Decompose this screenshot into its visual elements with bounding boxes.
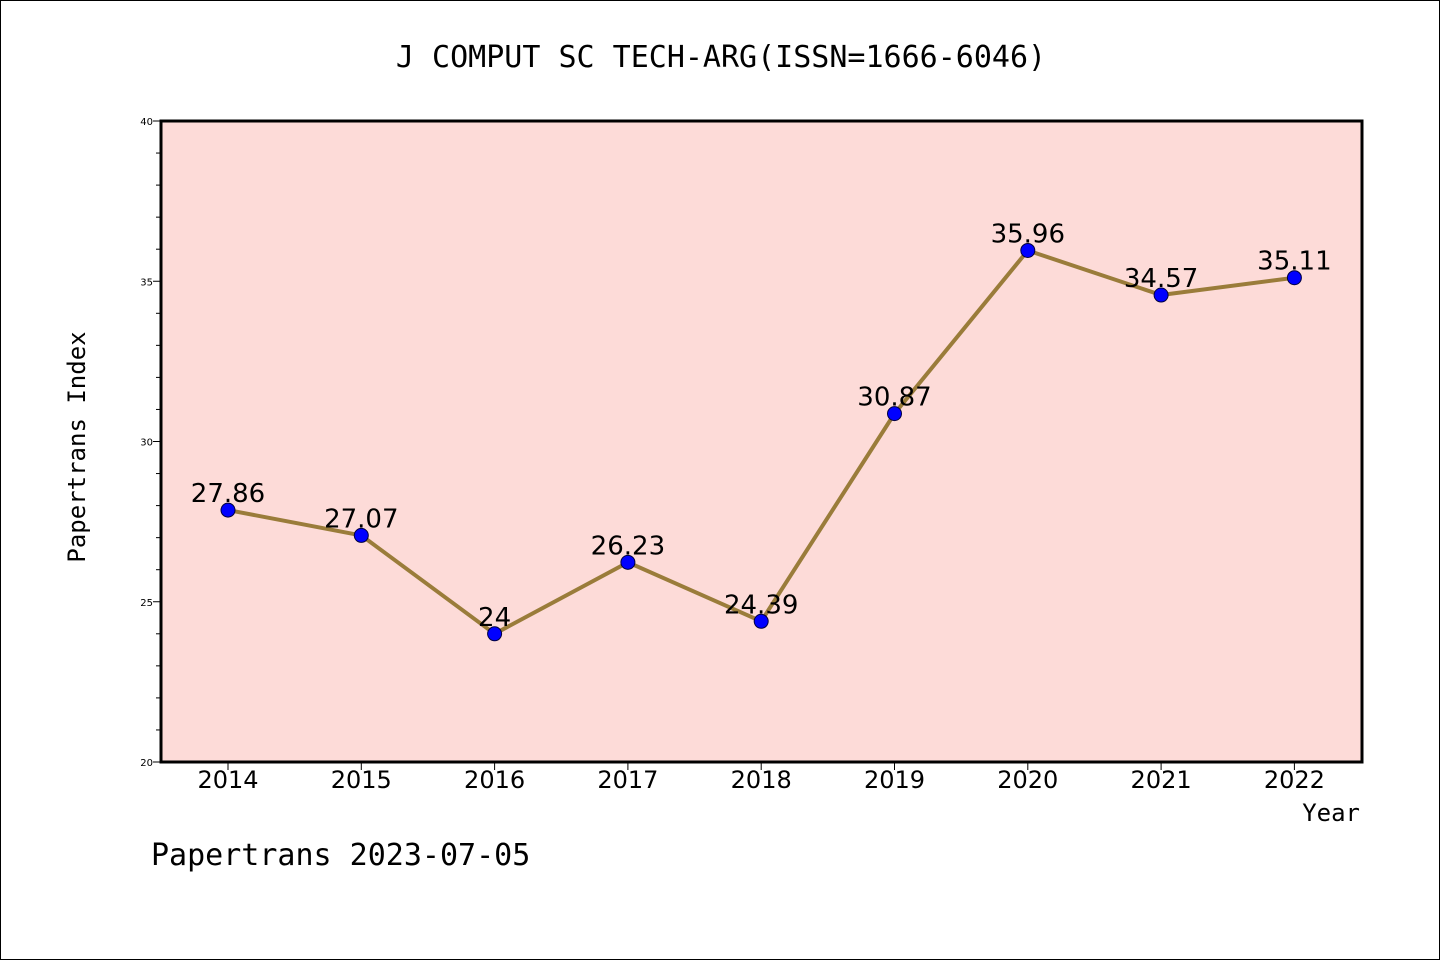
- x-axis-title: Year: [1302, 799, 1360, 827]
- y-tick-label: 25: [140, 598, 153, 609]
- data-label: 35.96: [991, 219, 1065, 249]
- data-point: [887, 406, 902, 422]
- x-tick-label: 2021: [1131, 766, 1192, 794]
- data-point: [220, 502, 236, 518]
- data-point: [1020, 242, 1036, 258]
- y-axis: 20 25 30 35 40: [140, 117, 161, 769]
- x-axis: 2014 2015 2016 2017 2018 2019 2020 2021 2022: [197, 762, 1325, 794]
- y-tick-label: 20: [140, 758, 153, 769]
- y-axis-title: Papertrans Index: [63, 331, 91, 562]
- series-layer: 27.86 27.07 24 26.23 24.39 30.87 35.96 34.57 35.…: [191, 219, 1332, 642]
- data-point: [1153, 287, 1169, 303]
- data-label: 27.07: [324, 504, 398, 534]
- data-point: [1286, 270, 1302, 286]
- data-point: [487, 626, 503, 642]
- data-label: 35.11: [1257, 247, 1331, 277]
- x-tick-label: 2022: [1264, 766, 1325, 794]
- plot-frame: [159, 119, 1364, 764]
- data-label: 24: [478, 603, 511, 633]
- x-tick-label: 2017: [597, 766, 658, 794]
- y-tick-label: 35: [140, 277, 153, 288]
- data-point: [353, 527, 369, 543]
- y-tick-label: 30: [140, 438, 153, 449]
- x-tick-label: 2015: [331, 766, 392, 794]
- plot-area: [161, 121, 1362, 762]
- footer-text: Papertrans 2023-07-05: [151, 838, 530, 873]
- x-tick-label: 2014: [197, 766, 258, 794]
- data-label: 27.86: [191, 479, 265, 509]
- data-point: [620, 554, 636, 570]
- y-tick-label: 40: [140, 117, 153, 128]
- x-tick-label: 2018: [731, 766, 792, 794]
- chart-title: J COMPUT SC TECH-ARG(ISSN=1666-6046): [396, 40, 1046, 75]
- data-label: 30.87: [857, 383, 931, 413]
- x-tick-label: 2019: [864, 766, 925, 794]
- data-label: 34.57: [1124, 264, 1198, 294]
- x-tick-label: 2020: [997, 766, 1058, 794]
- data-point: [753, 613, 769, 629]
- x-tick-label: 2016: [464, 766, 525, 794]
- data-label: 26.23: [591, 531, 665, 561]
- data-label: 24.39: [724, 590, 798, 620]
